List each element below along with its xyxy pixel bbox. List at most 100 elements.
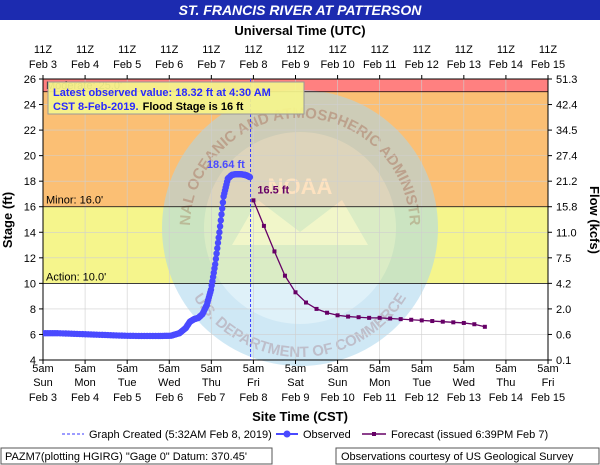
- legend: Graph Created (5:32AM Feb 8, 2019) Obser…: [62, 429, 548, 441]
- y-tick-label-14: 14: [24, 227, 36, 239]
- axes: 4 6 8 10 12 14 16 18 20 22 24 26 0.1 0.6 2.0 4.2 7.5 11.0…: [24, 44, 578, 404]
- x-bottom-time-6: 5am: [285, 363, 306, 375]
- x-top-label-3: 11Z: [160, 44, 178, 56]
- x-bottom-time-12: 5am: [537, 363, 558, 375]
- observed-point: [216, 223, 224, 230]
- y2-tick-label-14: 11.0: [556, 227, 577, 239]
- y-tick-label-24: 24: [24, 100, 36, 112]
- series-layer: [43, 79, 487, 360]
- y2-tick-label-16: 15.8: [556, 202, 577, 214]
- observed-point: [214, 245, 221, 252]
- y-axis-right-title: Flow (kcfs): [587, 186, 600, 254]
- footer-left-box: [0, 447, 273, 465]
- latest-observation-box: Latest observed value: 18.32 ft at 4:30 …: [47, 81, 305, 115]
- x-top-date-0: Feb 3: [29, 59, 57, 71]
- x-bottom-date-9: Feb 12: [405, 392, 439, 404]
- x-bottom-date-8: Feb 11: [363, 392, 396, 404]
- observed-point: [218, 211, 225, 218]
- legend-forecast-marker: [372, 432, 376, 436]
- title-banner: [0, 0, 600, 20]
- x-top-label-7: 11Z: [329, 44, 347, 56]
- chart-title: ST. FRANCIS RIVER AT PATTERSON: [179, 2, 423, 18]
- x-bottom-time-10: 5am: [453, 363, 474, 375]
- y2-tick-label-8: 2.0: [556, 304, 571, 316]
- observed-peak-label: 18.64 ft: [207, 159, 245, 171]
- forecast-point: [472, 322, 477, 327]
- x-top-label-1: 11Z: [76, 44, 94, 56]
- x-top-date-9: Feb 12: [405, 59, 439, 71]
- x-bottom-date-10: Feb 13: [447, 392, 481, 404]
- x-bottom-time-7: 5am: [327, 363, 348, 375]
- threshold-label-16: Minor: 16.0': [46, 195, 103, 207]
- x-top-label-8: 11Z: [371, 44, 389, 56]
- x-bottom-dow-10: Wed: [453, 377, 475, 389]
- y2-tick-label-10: 4.2: [556, 278, 571, 290]
- forecast-point: [282, 273, 287, 278]
- x-bottom-date-11: Feb 14: [489, 392, 523, 404]
- x-bottom-dow-2: Tue: [118, 377, 137, 389]
- x-bottom-date-12: Feb 15: [531, 392, 565, 404]
- x-bottom-date-0: Feb 3: [29, 392, 57, 404]
- x-top-date-5: Feb 8: [239, 59, 267, 71]
- x-bottom-dow-11: Thu: [496, 377, 515, 389]
- observed-point: [246, 173, 254, 181]
- y-tick-label-4: 4: [30, 355, 36, 367]
- x-top-date-6: Feb 9: [281, 59, 309, 71]
- forecast-start-label: 16.5 ft: [257, 184, 289, 196]
- x-top-label-4: 11Z: [202, 44, 220, 56]
- x-bottom-dow-7: Sun: [328, 377, 348, 389]
- x-top-label-10: 11Z: [455, 44, 473, 56]
- forecast-point: [409, 317, 414, 322]
- x-bottom-time-9: 5am: [411, 363, 432, 375]
- forecast-point: [346, 314, 351, 319]
- x-top-label-0: 11Z: [34, 44, 52, 56]
- x-top-date-1: Feb 4: [71, 59, 99, 71]
- y-tick-label-18: 18: [24, 176, 36, 188]
- forecast-point: [261, 223, 266, 228]
- y-axis-left-title: Stage (ft): [0, 192, 15, 248]
- latest-box-line1: Latest observed value: 18.32 ft at 4:30 …: [53, 87, 271, 99]
- forecast-point: [430, 319, 435, 324]
- x-top-date-12: Feb 15: [531, 59, 565, 71]
- x-bottom-time-8: 5am: [369, 363, 390, 375]
- x-bottom-date-1: Feb 4: [71, 392, 99, 404]
- y2-tick-label-18: 21.2: [556, 176, 577, 188]
- forecast-point: [335, 313, 340, 318]
- forecast-point: [461, 320, 466, 325]
- x-bottom-dow-0: Sun: [33, 377, 53, 389]
- forecast-point: [304, 300, 309, 305]
- forecast-point: [398, 317, 403, 322]
- forecast-point: [451, 320, 456, 325]
- legend-forecast-label: Forecast (issued 6:39PM Feb 7): [391, 429, 548, 441]
- x-top-label-6: 11Z: [286, 44, 304, 56]
- noaa-seagull-icon: [232, 200, 368, 245]
- forecast-point: [388, 316, 393, 321]
- x-top-date-2: Feb 5: [113, 59, 141, 71]
- legend-observed-marker: [283, 430, 291, 438]
- observed-point: [215, 234, 222, 241]
- observed-point: [219, 199, 227, 206]
- x-bottom-dow-1: Mon: [74, 377, 95, 389]
- x-bottom-dow-8: Mon: [369, 377, 390, 389]
- y2-tick-label-6: 0.6: [556, 329, 571, 341]
- forecast-point: [377, 315, 382, 320]
- x-bottom-date-4: Feb 7: [197, 392, 225, 404]
- observed-point: [217, 217, 225, 224]
- observed-point: [213, 250, 220, 257]
- forecast-point: [440, 319, 445, 324]
- x-top-date-3: Feb 6: [155, 59, 183, 71]
- y2-tick-label-12: 7.5: [556, 253, 571, 265]
- legend-created-label: Graph Created (5:32AM Feb 8, 2019): [89, 429, 272, 441]
- footer-datum: PAZM7(plotting HGIRG) "Gage 0" Datum: 37…: [5, 451, 247, 463]
- bottom-axis-title: Site Time (CST): [252, 409, 348, 424]
- y-tick-label-10: 10: [24, 278, 36, 290]
- x-bottom-time-3: 5am: [159, 363, 180, 375]
- footer-right-box: [335, 447, 600, 465]
- footer-credit: Observations courtesy of US Geological S…: [341, 451, 574, 463]
- y-tick-label-26: 26: [24, 74, 36, 86]
- x-bottom-dow-6: Sat: [287, 377, 304, 389]
- x-top-date-4: Feb 7: [197, 59, 225, 71]
- y-tick-label-20: 20: [24, 151, 36, 163]
- x-bottom-time-4: 5am: [201, 363, 222, 375]
